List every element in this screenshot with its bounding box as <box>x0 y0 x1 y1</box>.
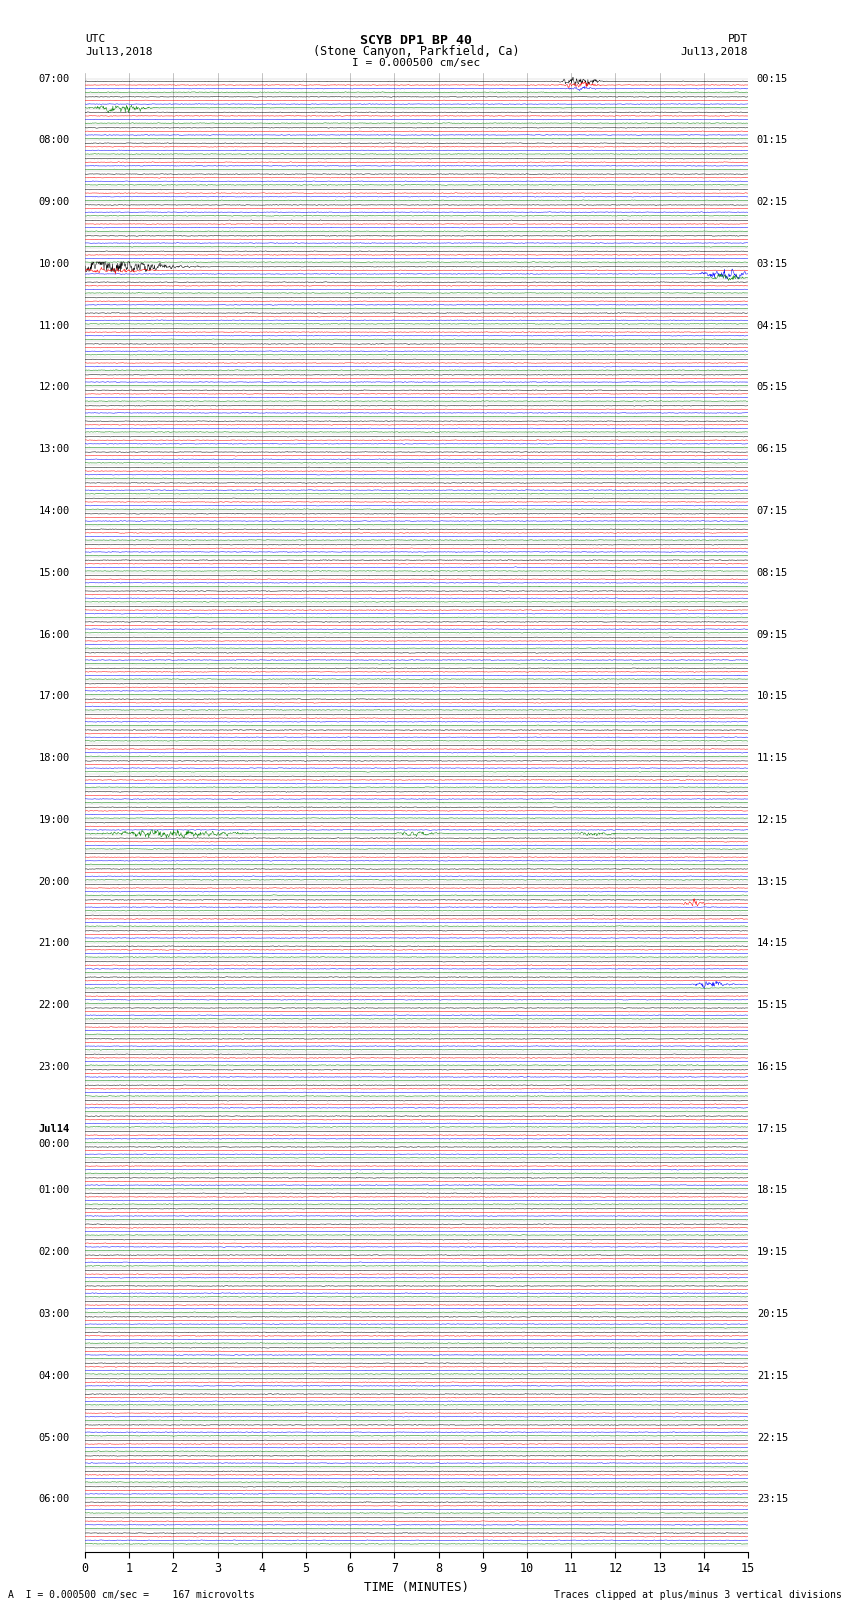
Text: 19:00: 19:00 <box>38 815 70 824</box>
X-axis label: TIME (MINUTES): TIME (MINUTES) <box>364 1581 469 1594</box>
Text: Traces clipped at plus/minus 3 vertical divisions: Traces clipped at plus/minus 3 vertical … <box>553 1590 842 1600</box>
Text: 20:00: 20:00 <box>38 876 70 887</box>
Text: 16:15: 16:15 <box>756 1061 788 1073</box>
Text: 03:15: 03:15 <box>756 260 788 269</box>
Text: 00:00: 00:00 <box>38 1139 70 1148</box>
Text: 01:00: 01:00 <box>38 1186 70 1195</box>
Text: I = 0.000500 cm/sec: I = 0.000500 cm/sec <box>353 58 480 68</box>
Text: 10:15: 10:15 <box>756 692 788 702</box>
Text: 23:15: 23:15 <box>756 1494 788 1505</box>
Text: 07:00: 07:00 <box>38 74 70 84</box>
Text: 18:00: 18:00 <box>38 753 70 763</box>
Text: 12:00: 12:00 <box>38 382 70 392</box>
Text: 15:15: 15:15 <box>756 1000 788 1010</box>
Text: (Stone Canyon, Parkfield, Ca): (Stone Canyon, Parkfield, Ca) <box>313 45 520 58</box>
Text: 07:15: 07:15 <box>756 506 788 516</box>
Text: 09:00: 09:00 <box>38 197 70 206</box>
Text: 14:15: 14:15 <box>756 939 788 948</box>
Text: 17:00: 17:00 <box>38 692 70 702</box>
Text: 11:00: 11:00 <box>38 321 70 331</box>
Text: 00:15: 00:15 <box>756 74 788 84</box>
Text: 22:15: 22:15 <box>756 1432 788 1442</box>
Text: 08:15: 08:15 <box>756 568 788 577</box>
Text: 17:15: 17:15 <box>756 1124 788 1134</box>
Text: 23:00: 23:00 <box>38 1061 70 1073</box>
Text: SCYB DP1 BP 40: SCYB DP1 BP 40 <box>360 34 473 47</box>
Text: 09:15: 09:15 <box>756 629 788 639</box>
Text: PDT: PDT <box>728 34 748 44</box>
Text: UTC: UTC <box>85 34 105 44</box>
Text: 18:15: 18:15 <box>756 1186 788 1195</box>
Text: 21:15: 21:15 <box>756 1371 788 1381</box>
Text: 02:15: 02:15 <box>756 197 788 206</box>
Text: 10:00: 10:00 <box>38 260 70 269</box>
Text: 06:00: 06:00 <box>38 1494 70 1505</box>
Text: 03:00: 03:00 <box>38 1310 70 1319</box>
Text: 05:00: 05:00 <box>38 1432 70 1442</box>
Text: 06:15: 06:15 <box>756 444 788 455</box>
Text: 22:00: 22:00 <box>38 1000 70 1010</box>
Text: 21:00: 21:00 <box>38 939 70 948</box>
Text: 05:15: 05:15 <box>756 382 788 392</box>
Text: Jul13,2018: Jul13,2018 <box>85 47 152 56</box>
Text: 12:15: 12:15 <box>756 815 788 824</box>
Text: A  I = 0.000500 cm/sec =    167 microvolts: A I = 0.000500 cm/sec = 167 microvolts <box>8 1590 255 1600</box>
Text: 01:15: 01:15 <box>756 135 788 145</box>
Text: 02:00: 02:00 <box>38 1247 70 1257</box>
Text: 16:00: 16:00 <box>38 629 70 639</box>
Text: 13:15: 13:15 <box>756 876 788 887</box>
Text: 04:15: 04:15 <box>756 321 788 331</box>
Text: Jul14: Jul14 <box>38 1124 70 1134</box>
Text: 04:00: 04:00 <box>38 1371 70 1381</box>
Text: Jul13,2018: Jul13,2018 <box>681 47 748 56</box>
Text: 20:15: 20:15 <box>756 1310 788 1319</box>
Text: 13:00: 13:00 <box>38 444 70 455</box>
Text: 15:00: 15:00 <box>38 568 70 577</box>
Text: 14:00: 14:00 <box>38 506 70 516</box>
Text: 08:00: 08:00 <box>38 135 70 145</box>
Text: 19:15: 19:15 <box>756 1247 788 1257</box>
Text: 11:15: 11:15 <box>756 753 788 763</box>
